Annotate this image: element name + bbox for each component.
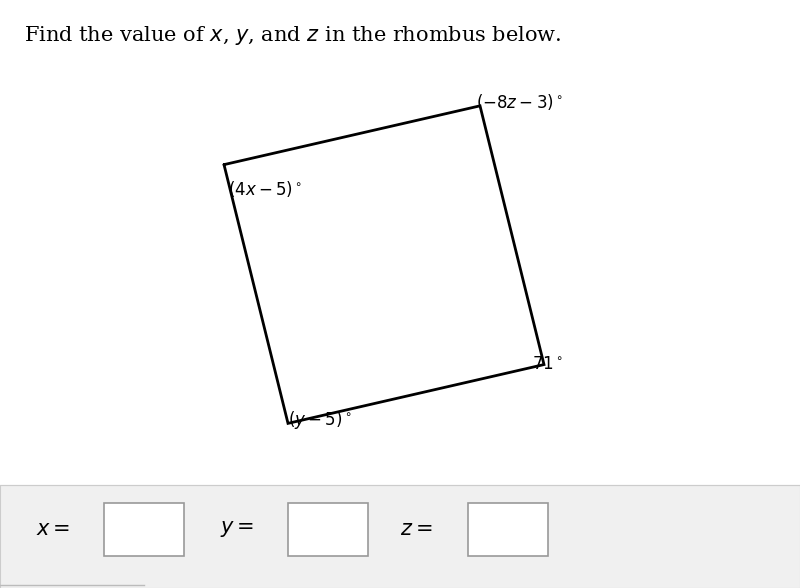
FancyBboxPatch shape [468,503,548,556]
Text: Find the value of $x$, $y$, and $z$ in the rhombus below.: Find the value of $x$, $y$, and $z$ in t… [24,24,562,46]
FancyBboxPatch shape [288,503,368,556]
Text: $(y-5)^\circ$: $(y-5)^\circ$ [288,409,352,430]
Text: $71^\circ$: $71^\circ$ [532,356,563,373]
Text: $z =$: $z =$ [400,520,433,539]
Text: $(4x-5)^\circ$: $(4x-5)^\circ$ [228,179,302,199]
Text: $x =$: $x =$ [36,520,70,539]
FancyBboxPatch shape [104,503,184,556]
Text: $(-8z-3)^\circ$: $(-8z-3)^\circ$ [476,92,563,112]
Text: $y =$: $y =$ [220,519,254,539]
FancyBboxPatch shape [0,485,800,588]
